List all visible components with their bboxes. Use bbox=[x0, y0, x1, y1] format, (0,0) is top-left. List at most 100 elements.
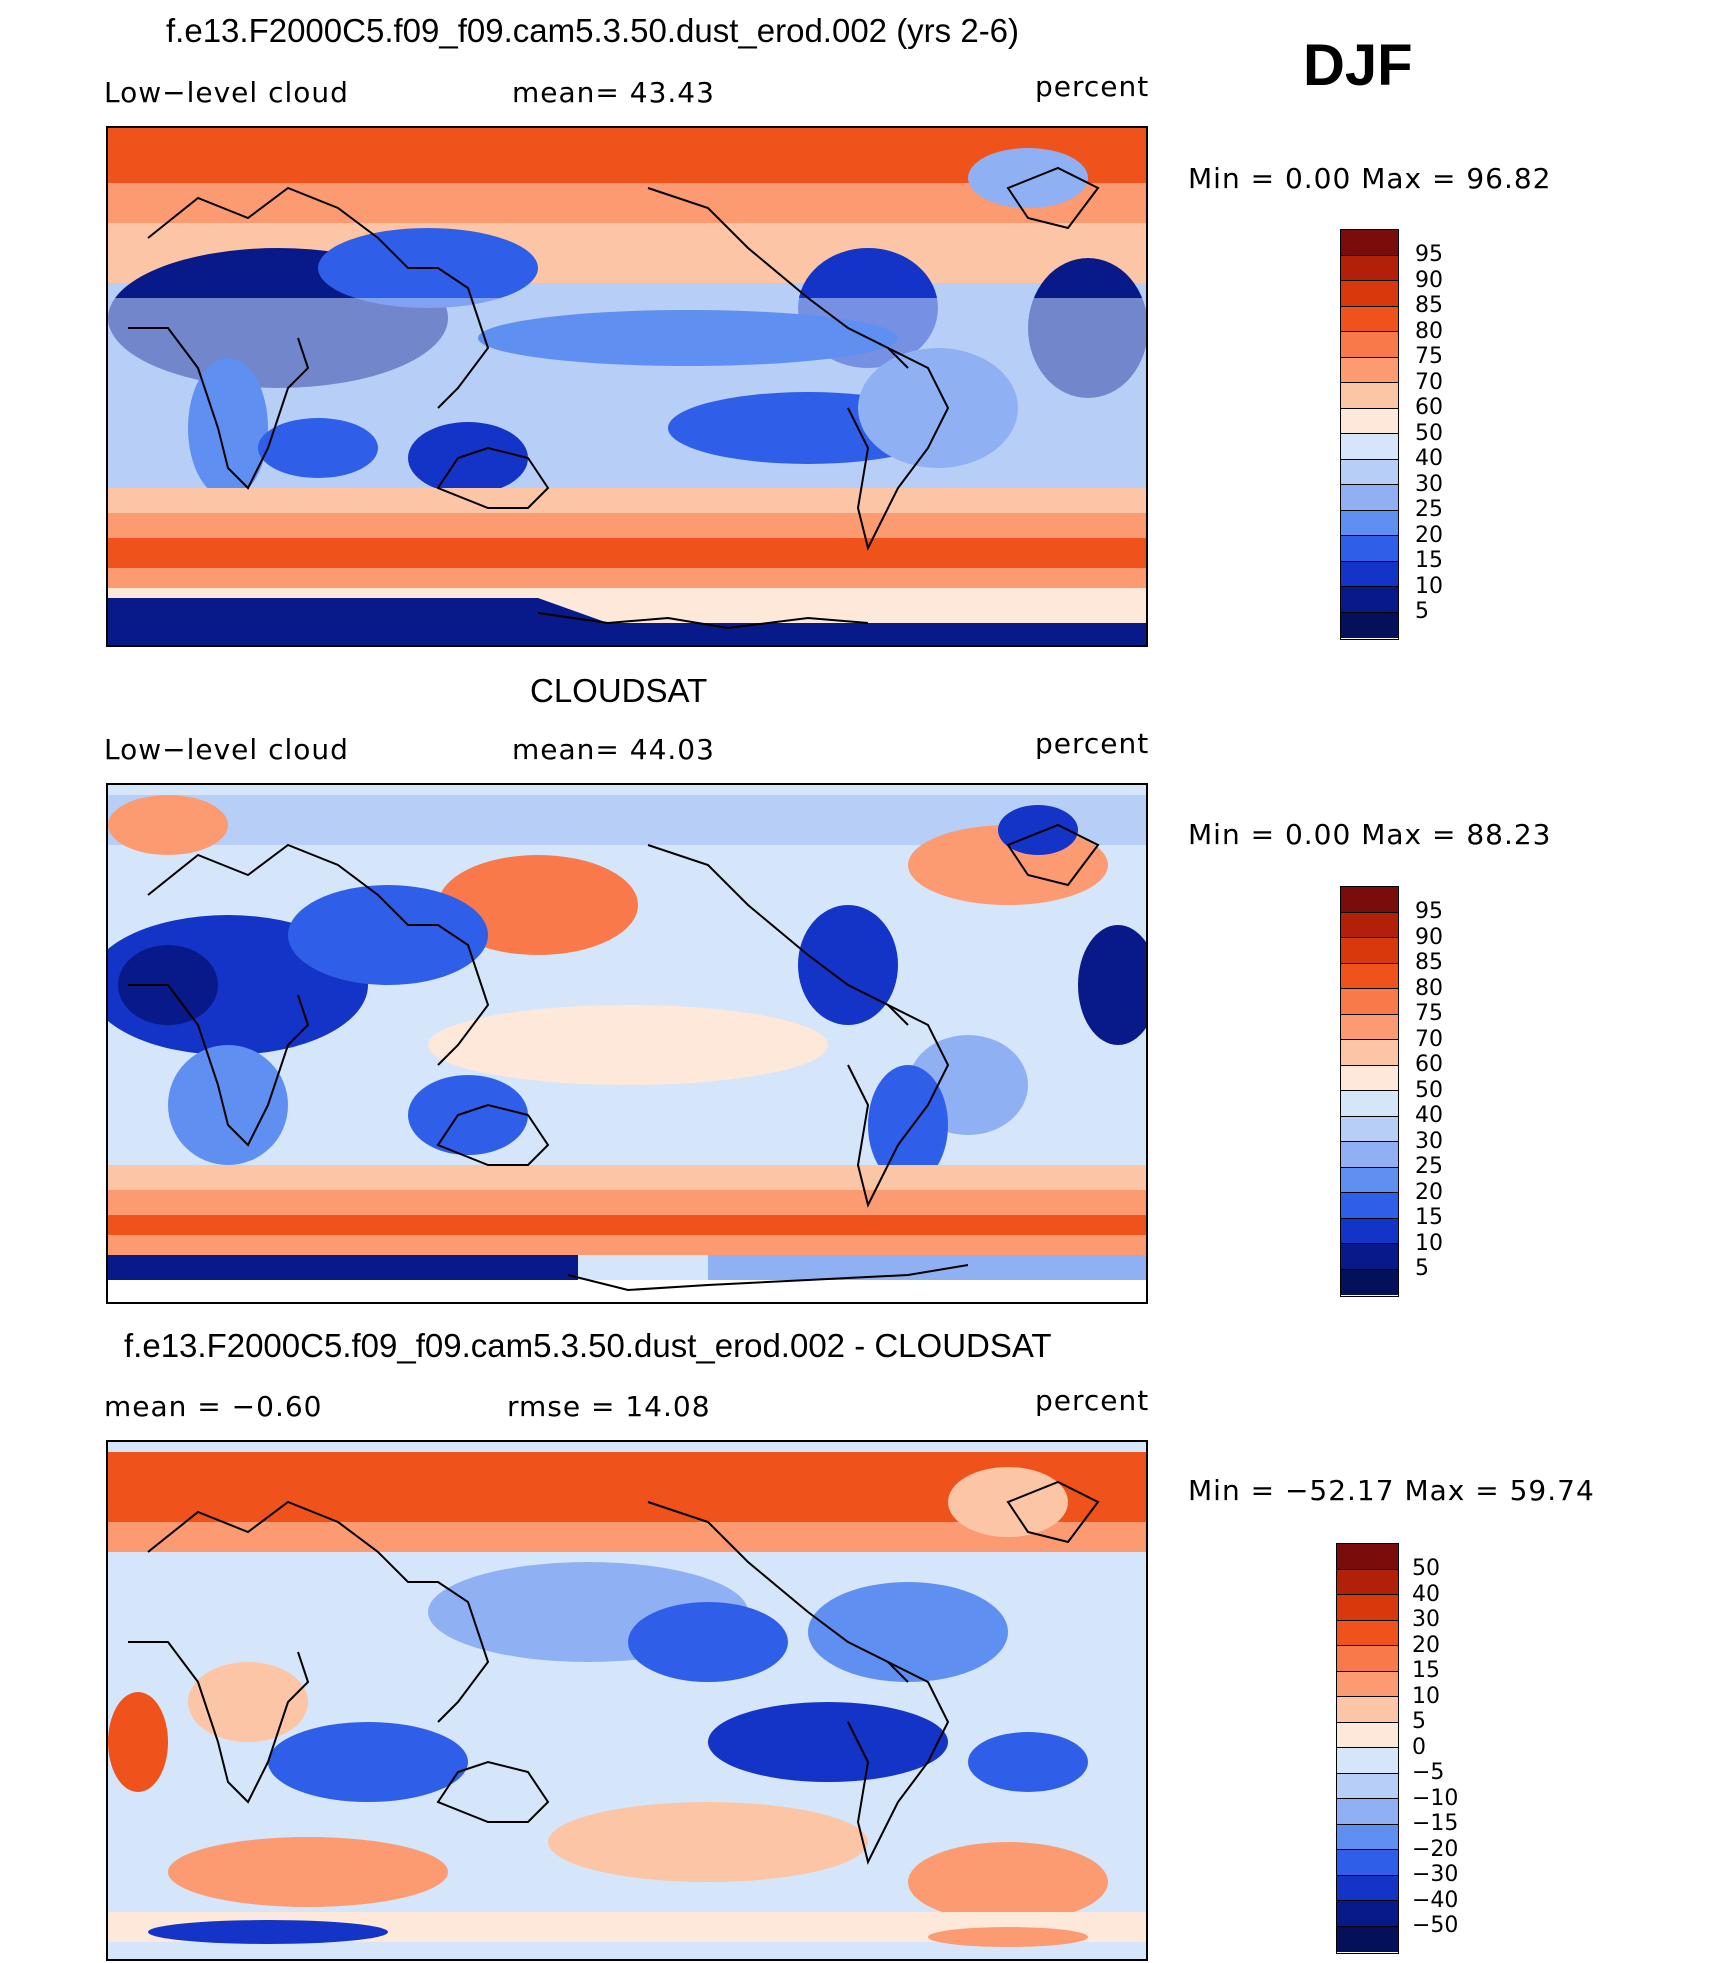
panel3-colorbar-swatch bbox=[1337, 1773, 1398, 1799]
colorbar-tick-label: 90 bbox=[1415, 267, 1443, 293]
colorbar-tick-label: 10 bbox=[1412, 1683, 1440, 1709]
colorbar-tick-label: 15 bbox=[1412, 1658, 1440, 1683]
colorbar-tick-label: 85 bbox=[1415, 293, 1443, 318]
panel1-colorbar-swatch bbox=[1341, 306, 1398, 332]
panel2-colorbar-swatch bbox=[1341, 963, 1398, 989]
colorbar-tick-label: −40 bbox=[1412, 1887, 1459, 1913]
colorbar-tick-label: 10 bbox=[1415, 573, 1443, 599]
colorbar-tick-label: 60 bbox=[1415, 1052, 1443, 1077]
colorbar-tick-label: 10 bbox=[1415, 1230, 1443, 1256]
panel2-minmax: Min = 0.00 Max = 88.23 bbox=[1188, 818, 1552, 851]
panel1-title: f.e13.F2000C5.f09_f09.cam5.3.50.dust_ero… bbox=[166, 12, 1020, 49]
panel2-colorbar-swatch bbox=[1341, 938, 1398, 964]
panel1-colorbar-swatch bbox=[1341, 332, 1398, 358]
panel3-mean-label: mean = −0.60 bbox=[104, 1390, 323, 1423]
colorbar-tick-label: 50 bbox=[1412, 1556, 1440, 1581]
panel1-colorbar-swatch bbox=[1341, 255, 1398, 281]
panel2-colorbar-swatch bbox=[1341, 1167, 1398, 1193]
panel1-units-label: percent bbox=[1035, 70, 1150, 103]
panel3-colorbar-swatch bbox=[1337, 1850, 1398, 1876]
panel1-colorbar-swatch bbox=[1341, 434, 1398, 460]
panel2-colorbar-swatch bbox=[1341, 1244, 1398, 1270]
colorbar-tick-label: −30 bbox=[1412, 1862, 1459, 1887]
panel3-colorbar-swatch bbox=[1337, 1875, 1398, 1901]
panel3-map-field bbox=[108, 1442, 1146, 1959]
panel3-colorbar-swatch bbox=[1337, 1697, 1398, 1723]
panel2-colorbar-swatch bbox=[1341, 1116, 1398, 1142]
panel1-colorbar bbox=[1340, 229, 1399, 640]
panel2-colorbar-swatch bbox=[1341, 989, 1398, 1015]
colorbar-tick-label: 50 bbox=[1415, 420, 1443, 446]
colorbar-tick-label: 15 bbox=[1415, 548, 1443, 573]
panel2-colorbar-swatch bbox=[1341, 1218, 1398, 1244]
panel1-colorbar-swatch bbox=[1341, 612, 1398, 638]
colorbar-tick-label: −15 bbox=[1412, 1811, 1459, 1836]
panel2-map-field bbox=[108, 785, 1146, 1302]
colorbar-tick-label: 40 bbox=[1415, 1103, 1443, 1128]
panel1-colorbar-swatch bbox=[1341, 357, 1398, 383]
colorbar-tick-label: −10 bbox=[1412, 1785, 1459, 1811]
panel3-colorbar-swatch bbox=[1337, 1901, 1398, 1927]
panel2-colorbar-swatch bbox=[1341, 1193, 1398, 1219]
panel2-colorbar bbox=[1340, 886, 1399, 1297]
panel1-colorbar-labels: 95 90 85 80 75 70 60 50 40 30 25 20 15 1… bbox=[1415, 242, 1443, 625]
panel2-colorbar-swatch bbox=[1341, 1065, 1398, 1091]
colorbar-tick-label: 25 bbox=[1415, 497, 1443, 522]
panel1-variable-label: Low−level cloud bbox=[104, 76, 349, 109]
colorbar-tick-label: 70 bbox=[1415, 369, 1443, 395]
panel1-colorbar-swatch bbox=[1341, 230, 1398, 256]
panel1-colorbar-swatch bbox=[1341, 561, 1398, 587]
panel3-colorbar-swatch bbox=[1337, 1926, 1398, 1952]
panel2-mean-label: mean= 44.03 bbox=[512, 733, 715, 766]
colorbar-tick-label: −50 bbox=[1412, 1913, 1459, 1938]
colorbar-tick-label: 20 bbox=[1415, 522, 1443, 548]
panel3-title: f.e13.F2000C5.f09_f09.cam5.3.50.dust_ero… bbox=[124, 1327, 1052, 1364]
panel3-colorbar-swatch bbox=[1337, 1748, 1398, 1774]
colorbar-tick-label: 30 bbox=[1415, 1128, 1443, 1154]
panel1-colorbar-swatch bbox=[1341, 485, 1398, 511]
panel2-units-label: percent bbox=[1035, 727, 1150, 760]
colorbar-tick-label: 5 bbox=[1415, 599, 1429, 624]
season-label: DJF bbox=[1303, 33, 1413, 98]
panel2-colorbar-swatch bbox=[1341, 1040, 1398, 1066]
panel1-colorbar-swatch bbox=[1341, 383, 1398, 409]
panel3-colorbar-swatch bbox=[1337, 1569, 1398, 1595]
panel1-map bbox=[106, 126, 1148, 647]
colorbar-tick-label: 95 bbox=[1415, 242, 1443, 267]
panel1-colorbar-swatch bbox=[1341, 536, 1398, 562]
colorbar-tick-label: 40 bbox=[1415, 446, 1443, 471]
colorbar-tick-label: 80 bbox=[1415, 318, 1443, 344]
colorbar-tick-label: 95 bbox=[1415, 899, 1443, 924]
colorbar-tick-label: 75 bbox=[1415, 344, 1443, 369]
panel2-map bbox=[106, 783, 1148, 1304]
panel3-colorbar-swatch bbox=[1337, 1595, 1398, 1621]
panel1-minmax: Min = 0.00 Max = 96.82 bbox=[1188, 162, 1552, 195]
panel2-colorbar-labels: 95 90 85 80 75 70 60 50 40 30 25 20 15 1… bbox=[1415, 899, 1443, 1282]
panel2-colorbar-swatch bbox=[1341, 1091, 1398, 1117]
colorbar-tick-label: 5 bbox=[1412, 1709, 1426, 1734]
colorbar-tick-label: −5 bbox=[1412, 1760, 1445, 1785]
colorbar-tick-label: 15 bbox=[1415, 1205, 1443, 1230]
colorbar-tick-label: 5 bbox=[1415, 1256, 1429, 1281]
panel3-colorbar-swatch bbox=[1337, 1544, 1398, 1570]
panel2-colorbar-swatch bbox=[1341, 887, 1398, 913]
panel3-colorbar-labels: 50 40 30 20 15 10 5 0 −5 −10 −15 −20 −30… bbox=[1412, 1556, 1458, 1939]
panel2-variable-label: Low−level cloud bbox=[104, 733, 349, 766]
panel2-colorbar-swatch bbox=[1341, 1269, 1398, 1295]
colorbar-tick-label: 50 bbox=[1415, 1077, 1443, 1103]
panel1-colorbar-swatch bbox=[1341, 510, 1398, 536]
colorbar-tick-label: 30 bbox=[1412, 1607, 1440, 1632]
panel3-rmse-label: rmse = 14.08 bbox=[507, 1390, 711, 1423]
colorbar-tick-label: 70 bbox=[1415, 1026, 1443, 1052]
colorbar-tick-label: 75 bbox=[1415, 1001, 1443, 1026]
colorbar-tick-label: 85 bbox=[1415, 950, 1443, 975]
colorbar-tick-label: 30 bbox=[1415, 471, 1443, 497]
panel3-colorbar-swatch bbox=[1337, 1824, 1398, 1850]
panel3-colorbar bbox=[1336, 1543, 1399, 1954]
panel3-minmax: Min = −52.17 Max = 59.74 bbox=[1188, 1474, 1595, 1507]
colorbar-tick-label: 60 bbox=[1415, 395, 1443, 420]
colorbar-tick-label: 0 bbox=[1412, 1734, 1426, 1760]
colorbar-tick-label: 25 bbox=[1415, 1154, 1443, 1179]
panel3-colorbar-swatch bbox=[1337, 1722, 1398, 1748]
panel3-units-label: percent bbox=[1035, 1384, 1150, 1417]
